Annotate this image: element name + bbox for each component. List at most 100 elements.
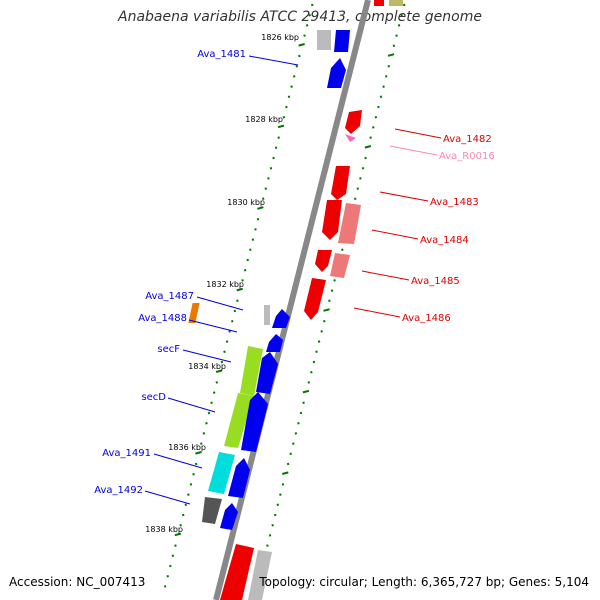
gene-label-ava-1487[interactable]: Ava_1487 [145, 291, 194, 302]
leader-ava-1487 [196, 296, 244, 311]
minor-tick [392, 44, 396, 48]
gene-label-ava-1482[interactable]: Ava_1482 [443, 134, 492, 145]
gene-label-secF[interactable]: secF [157, 344, 180, 355]
minor-tick [212, 391, 216, 394]
scale-label: 1834 kbp [188, 362, 226, 371]
scale-label: 1838 kbp [145, 525, 183, 534]
scale-label: 1828 kbp [245, 115, 283, 124]
minor-tick [307, 381, 310, 384]
major-tick [387, 53, 395, 57]
gene-gray-1487b[interactable] [264, 305, 270, 325]
gene-gray-top[interactable] [317, 30, 331, 50]
minor-tick [333, 279, 336, 282]
gene-label-ava-1488[interactable]: Ava_1488 [138, 313, 187, 324]
minor-tick [303, 34, 306, 37]
minor-tick [282, 115, 286, 119]
gene-label-ava-1485[interactable]: Ava_1485 [411, 276, 460, 287]
minor-tick [328, 299, 331, 303]
minor-tick [384, 75, 388, 78]
gene-secD[interactable] [224, 393, 254, 448]
gene-features [188, 0, 403, 600]
minor-tick [295, 64, 298, 68]
minor-tick [207, 411, 211, 415]
minor-tick [215, 381, 218, 384]
major-tick [174, 532, 182, 537]
gene-ava-r0016[interactable] [345, 134, 356, 142]
gene-ava-1485-a[interactable] [315, 250, 332, 272]
minor-tick [387, 64, 390, 68]
major-tick [236, 287, 243, 292]
scale-label: 1832 kbp [206, 280, 244, 289]
minor-tick [377, 105, 380, 109]
minor-tick [189, 483, 193, 486]
minor-tick [292, 442, 295, 445]
minor-tick [397, 24, 401, 27]
gene-label-ava-1486[interactable]: Ava_1486 [402, 313, 451, 324]
gene-label-ava-1481[interactable]: Ava_1481 [197, 49, 246, 60]
gene-ava-1485-b[interactable] [330, 253, 350, 278]
gene-ava-1492[interactable] [202, 497, 222, 524]
minor-tick [236, 299, 239, 303]
gene-ava-1483[interactable] [331, 166, 350, 200]
gene-secF[interactable] [240, 346, 263, 396]
gene-label-ava-1491[interactable]: Ava_1491 [102, 448, 151, 459]
gene-label-ava-1492[interactable]: Ava_1492 [94, 485, 143, 496]
leader-ava-1486 [353, 307, 401, 318]
scale-label: 1836 kbp [168, 443, 206, 452]
gene-label-ava-1483[interactable]: Ava_1483 [430, 197, 479, 208]
minor-tick [231, 319, 234, 323]
minor-tick [403, 3, 406, 7]
leader-ava-1481 [248, 55, 299, 66]
gene-secF-blue[interactable] [256, 352, 278, 394]
gene-ava-1487[interactable] [188, 303, 200, 323]
minor-tick [192, 472, 195, 476]
minor-tick [241, 279, 244, 282]
gene-ava-1484-a[interactable] [322, 200, 342, 240]
gene-ava-1488[interactable] [266, 334, 283, 352]
scale-labels: 1826 kbp 1828 kbp 1830 kbp 1832 kbp 1834… [145, 33, 299, 534]
gene-gray-bottom[interactable] [248, 550, 272, 600]
minor-tick [171, 554, 175, 558]
major-tick [257, 206, 264, 210]
gene-ava-1491-blue[interactable] [228, 458, 250, 498]
gene-blue-top[interactable] [334, 30, 350, 52]
gene-ava-1487-blue[interactable] [272, 309, 290, 328]
minor-tick [210, 401, 213, 405]
minor-tick [311, 3, 314, 7]
minor-tick [369, 136, 372, 139]
gene-label-ava-1484[interactable]: Ava_1484 [420, 235, 469, 246]
gene-ava-1492-blue[interactable] [220, 503, 238, 530]
leader-ava-1488 [188, 319, 238, 333]
minor-tick [379, 95, 383, 99]
gene-red-bottom[interactable] [220, 544, 254, 600]
gene-ava-1484-b[interactable] [338, 203, 361, 244]
minor-tick [287, 95, 291, 99]
minor-tick [233, 309, 237, 313]
minor-tick [169, 564, 172, 568]
minor-tick [359, 177, 362, 180]
minor-tick [228, 330, 231, 333]
tick-rings [163, 3, 406, 588]
major-tick [277, 124, 285, 129]
minor-tick [292, 75, 296, 78]
minor-tick [184, 503, 188, 507]
minor-tick [277, 136, 280, 139]
gene-ava-1481[interactable] [327, 58, 346, 88]
gene-red-top[interactable] [374, 0, 384, 6]
minor-tick [179, 523, 182, 527]
gene-olive-top[interactable] [389, 0, 403, 6]
gene-ava-1486[interactable] [304, 278, 326, 320]
major-tick [364, 145, 372, 149]
minor-tick [317, 340, 321, 343]
minor-tick [261, 197, 265, 201]
gene-label-ava-r0016[interactable]: Ava_R0016 [439, 151, 495, 162]
gene-ava-1482[interactable] [345, 110, 362, 134]
gene-ava-1491[interactable] [208, 452, 235, 494]
major-tick [323, 308, 330, 312]
minor-tick [290, 85, 293, 88]
minor-tick [361, 166, 365, 170]
gene-secD-blue[interactable] [241, 392, 268, 452]
gene-label-secD[interactable]: secD [141, 392, 166, 403]
minor-tick [205, 421, 208, 425]
major-tick [195, 451, 202, 455]
